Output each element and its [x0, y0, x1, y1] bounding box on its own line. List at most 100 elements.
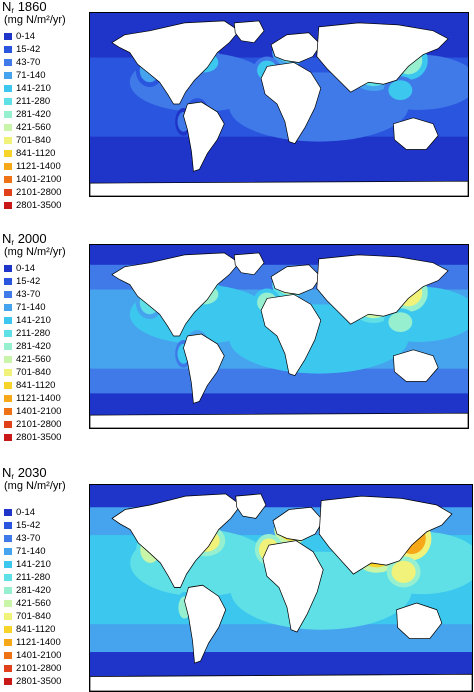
legend-swatch	[4, 111, 12, 118]
legend-item: 71-140	[4, 545, 61, 558]
legend-swatch	[4, 652, 12, 659]
legend-label: 1401-2100	[16, 406, 62, 417]
asia-landmass	[316, 22, 449, 93]
legend-label: 2101-2800	[16, 187, 62, 198]
legend-swatch	[4, 189, 12, 196]
legend-swatch	[4, 382, 12, 389]
legend-swatch	[4, 561, 12, 568]
africa-landmass	[260, 294, 322, 376]
legend-swatch	[4, 317, 12, 324]
world-map	[89, 484, 473, 692]
legend-label: 1121-1400	[16, 161, 61, 172]
legend-swatch	[4, 85, 12, 92]
legend-swatch	[4, 330, 12, 337]
legend-swatch	[4, 574, 12, 581]
legend-label: 211-280	[16, 572, 51, 583]
legend-swatch	[4, 72, 12, 79]
legend-label: 841-1120	[16, 624, 56, 635]
legend-swatch	[4, 509, 12, 516]
world-map	[89, 244, 469, 429]
africa-landmass	[260, 62, 322, 144]
legend-item: 2801-3500	[4, 199, 61, 212]
legend-label: 71-140	[16, 70, 46, 81]
legend-item: 841-1120	[4, 623, 61, 636]
legend-item: 1121-1400	[4, 636, 61, 649]
legend-item: 2801-3500	[4, 431, 61, 444]
south-america-landmass	[184, 584, 227, 664]
antarctica-landmass	[90, 180, 468, 196]
legend-label: 2101-2800	[16, 663, 62, 674]
antarctica-landmass	[90, 673, 472, 691]
legend: 0-14 15-42 43-70 71-140 141-210 211-280 281-42…	[4, 506, 61, 688]
legend-swatch	[4, 665, 12, 672]
legend-swatch	[4, 98, 12, 105]
legend-item: 71-140	[4, 69, 61, 82]
legend-item: 141-210	[4, 314, 61, 327]
legend-swatch	[4, 59, 12, 66]
legend-swatch	[4, 395, 12, 402]
south-america-landmass	[183, 333, 225, 404]
panel-title: Nr 2000	[2, 231, 47, 248]
legend-item: 15-42	[4, 43, 61, 56]
panel-2030: Nr 2030 (mg N/m²/yr) 0-14 15-42 43-70 71-14…	[0, 466, 474, 692]
legend-swatch	[4, 265, 12, 272]
legend-item: 1121-1400	[4, 392, 61, 405]
africa-landmass	[262, 540, 324, 633]
legend-swatch	[4, 626, 12, 633]
legend-label: 43-70	[16, 57, 41, 68]
legend-label: 281-420	[16, 341, 51, 352]
legend: 0-14 15-42 43-70 71-140 141-210 211-280 281-42…	[4, 262, 61, 444]
legend-item: 15-42	[4, 519, 61, 532]
legend: 0-14 15-42 43-70 71-140 141-210 211-280 281-42…	[4, 30, 61, 212]
legend-item: 0-14	[4, 506, 61, 519]
panel-1860: Nr 1860 (mg N/m²/yr) 0-14 15-42 43-70 71-14…	[0, 0, 474, 232]
legend-label: 211-280	[16, 328, 51, 339]
australia-landmass	[396, 602, 443, 640]
legend-swatch	[4, 587, 12, 594]
unit-label: (mg N/m²/yr)	[4, 246, 66, 258]
legend-item: 2101-2800	[4, 662, 61, 675]
legend-item: 43-70	[4, 532, 61, 545]
legend-item: 281-420	[4, 340, 61, 353]
legend-label: 701-840	[16, 367, 51, 378]
legend-item: 841-1120	[4, 379, 61, 392]
legend-item: 421-560	[4, 121, 61, 134]
legend-label: 421-560	[16, 598, 51, 609]
legend-swatch	[4, 343, 12, 350]
europe-landmass	[272, 506, 324, 542]
legend-swatch	[4, 535, 12, 542]
legend-swatch	[4, 163, 12, 170]
coastal-deposition	[391, 560, 416, 583]
legend-label: 841-1120	[16, 148, 56, 159]
legend-item: 71-140	[4, 301, 61, 314]
legend-item: 1121-1400	[4, 160, 61, 173]
legend-item: 211-280	[4, 327, 61, 340]
legend-label: 141-210	[16, 83, 51, 94]
legend-label: 701-840	[16, 135, 51, 146]
legend-label: 1121-1400	[16, 393, 61, 404]
legend-swatch	[4, 33, 12, 40]
legend-label: 71-140	[16, 302, 46, 313]
legend-item: 1401-2100	[4, 173, 61, 186]
antarctica-landmass	[90, 412, 468, 428]
legend-label: 421-560	[16, 122, 51, 133]
legend-label: 211-280	[16, 96, 51, 107]
panel-title: Nr 1860	[2, 0, 47, 15]
legend-swatch	[4, 369, 12, 376]
legend-label: 15-42	[16, 276, 41, 287]
legend-label: 841-1120	[16, 380, 56, 391]
legend-item: 2101-2800	[4, 418, 61, 431]
south-america-landmass	[183, 101, 225, 172]
legend-label: 421-560	[16, 354, 51, 365]
legend-label: 43-70	[16, 533, 41, 544]
deposition-map	[90, 245, 468, 428]
legend-item: 701-840	[4, 366, 61, 379]
legend-item: 0-14	[4, 30, 61, 43]
deposition-map	[90, 13, 468, 196]
legend-item: 15-42	[4, 275, 61, 288]
australia-landmass	[393, 117, 439, 150]
legend-label: 2801-3500	[16, 676, 62, 687]
legend-swatch	[4, 678, 12, 685]
legend-label: 2801-3500	[16, 432, 62, 443]
deposition-map	[90, 485, 472, 691]
